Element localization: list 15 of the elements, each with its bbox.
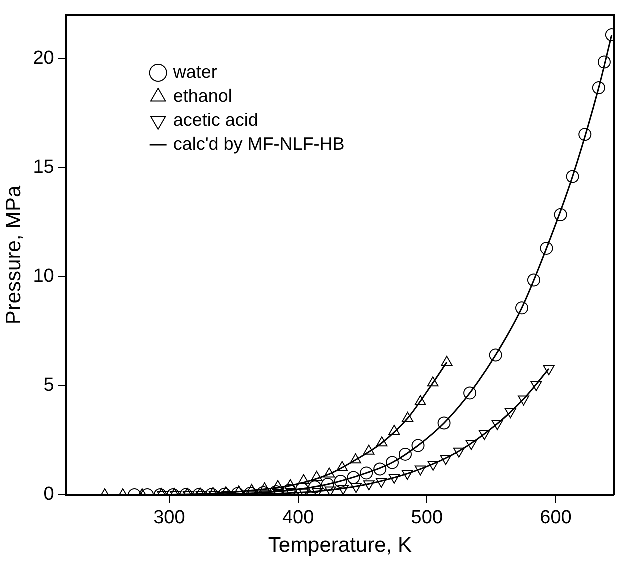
x-axis-title: Temperature, K (268, 534, 412, 558)
x-tick-label: 400 (282, 508, 314, 529)
x-tick-label: 600 (540, 508, 572, 529)
legend-label: water (172, 62, 218, 82)
legend-label: acetic acid (173, 110, 258, 130)
x-tick-label: 500 (411, 508, 443, 529)
legend-label: ethanol (173, 86, 232, 106)
x-tick-label: 300 (154, 508, 186, 529)
y-tick-label: 5 (44, 375, 54, 396)
y-axis-title: Pressure, MPa (2, 185, 26, 325)
y-tick-label: 20 (33, 48, 54, 70)
legend-label: calc'd by MF-NLF-HB (173, 134, 345, 154)
y-tick-label: 15 (33, 157, 54, 178)
y-tick-label: 0 (44, 484, 54, 506)
y-tick-label: 10 (33, 266, 54, 288)
